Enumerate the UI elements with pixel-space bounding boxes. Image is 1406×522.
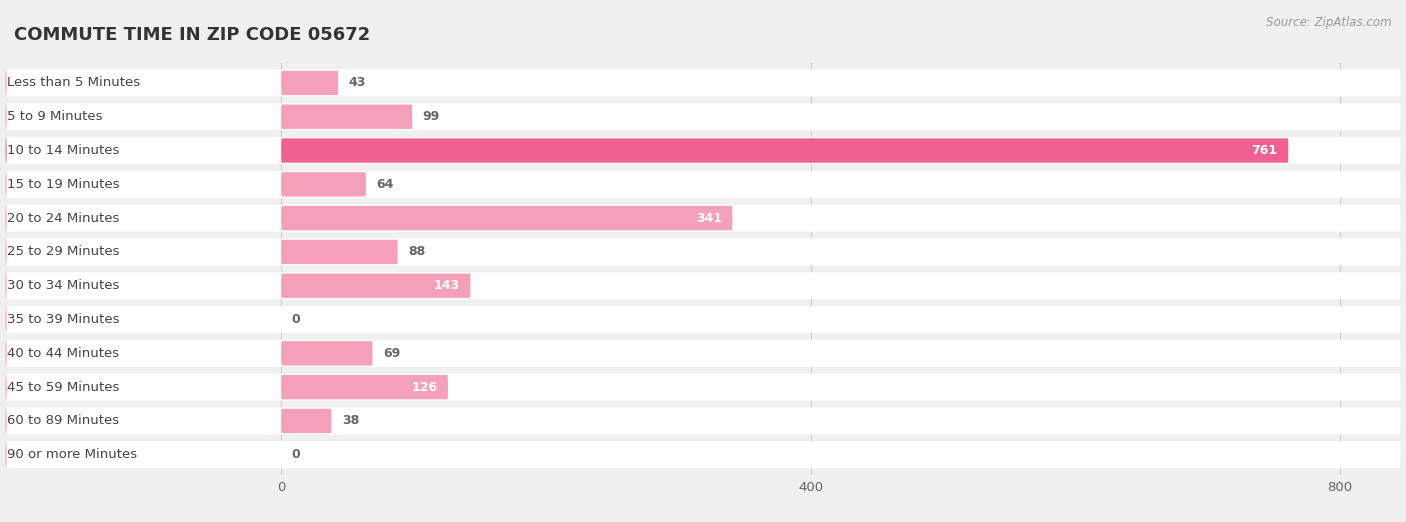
Text: 69: 69 <box>382 347 401 360</box>
FancyBboxPatch shape <box>6 306 1400 333</box>
Text: 45 to 59 Minutes: 45 to 59 Minutes <box>7 381 120 394</box>
Text: 35 to 39 Minutes: 35 to 39 Minutes <box>7 313 120 326</box>
Text: 99: 99 <box>423 110 440 123</box>
FancyBboxPatch shape <box>281 341 373 365</box>
Text: 30 to 34 Minutes: 30 to 34 Minutes <box>7 279 120 292</box>
Text: Source: ZipAtlas.com: Source: ZipAtlas.com <box>1267 16 1392 29</box>
Text: 20 to 24 Minutes: 20 to 24 Minutes <box>7 211 120 224</box>
FancyBboxPatch shape <box>281 172 366 196</box>
FancyBboxPatch shape <box>6 137 1400 164</box>
Text: COMMUTE TIME IN ZIP CODE 05672: COMMUTE TIME IN ZIP CODE 05672 <box>14 26 370 44</box>
FancyBboxPatch shape <box>281 375 449 399</box>
Text: 126: 126 <box>411 381 437 394</box>
Text: 43: 43 <box>349 76 366 89</box>
FancyBboxPatch shape <box>6 272 1400 299</box>
FancyBboxPatch shape <box>6 69 1400 97</box>
FancyBboxPatch shape <box>6 340 1400 367</box>
Text: 15 to 19 Minutes: 15 to 19 Minutes <box>7 178 120 191</box>
Text: Less than 5 Minutes: Less than 5 Minutes <box>7 76 139 89</box>
FancyBboxPatch shape <box>281 138 1288 163</box>
FancyBboxPatch shape <box>6 374 1400 401</box>
Text: 25 to 29 Minutes: 25 to 29 Minutes <box>7 245 120 258</box>
FancyBboxPatch shape <box>281 206 733 230</box>
Text: 0: 0 <box>292 313 301 326</box>
FancyBboxPatch shape <box>281 240 398 264</box>
FancyBboxPatch shape <box>6 441 1400 468</box>
Text: 60 to 89 Minutes: 60 to 89 Minutes <box>7 414 120 428</box>
Text: 40 to 44 Minutes: 40 to 44 Minutes <box>7 347 120 360</box>
Text: 341: 341 <box>696 211 721 224</box>
FancyBboxPatch shape <box>6 239 1400 266</box>
Text: 38: 38 <box>342 414 360 428</box>
Text: 64: 64 <box>377 178 394 191</box>
FancyBboxPatch shape <box>6 171 1400 198</box>
Text: 88: 88 <box>408 245 426 258</box>
FancyBboxPatch shape <box>6 103 1400 130</box>
FancyBboxPatch shape <box>6 407 1400 434</box>
Text: 0: 0 <box>292 448 301 461</box>
FancyBboxPatch shape <box>281 104 412 129</box>
FancyBboxPatch shape <box>281 409 332 433</box>
Text: 143: 143 <box>433 279 460 292</box>
Text: 761: 761 <box>1251 144 1278 157</box>
FancyBboxPatch shape <box>281 274 471 298</box>
FancyBboxPatch shape <box>281 71 337 95</box>
Text: 5 to 9 Minutes: 5 to 9 Minutes <box>7 110 103 123</box>
Text: 90 or more Minutes: 90 or more Minutes <box>7 448 136 461</box>
Text: 10 to 14 Minutes: 10 to 14 Minutes <box>7 144 120 157</box>
FancyBboxPatch shape <box>6 205 1400 232</box>
